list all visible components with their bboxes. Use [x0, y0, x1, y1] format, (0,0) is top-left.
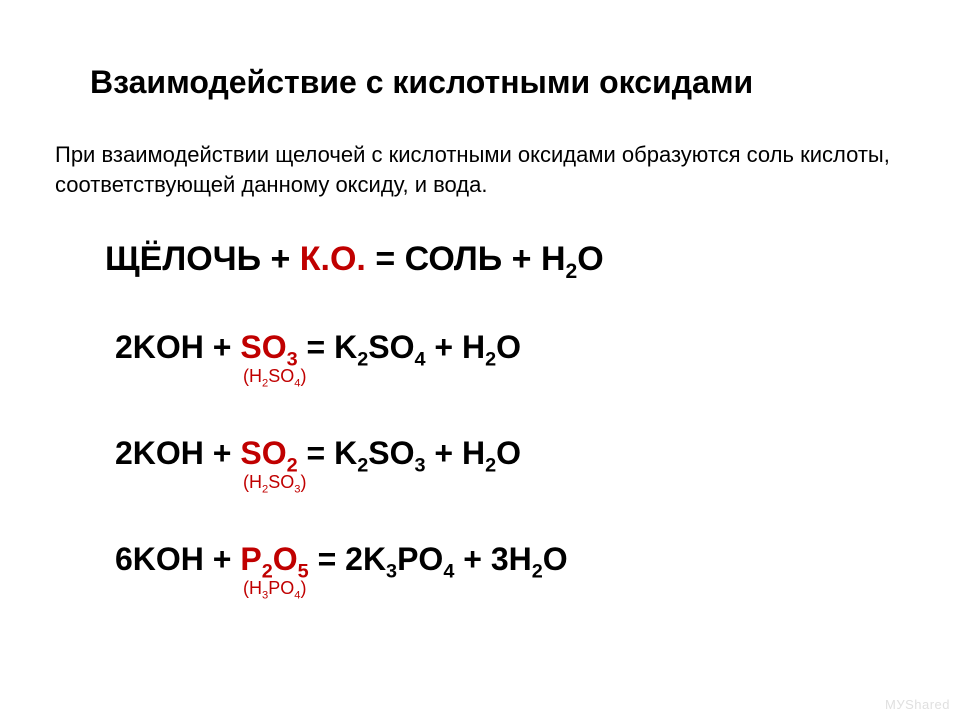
- eq3-eq: =: [309, 541, 345, 577]
- scheme-lhs: ЩЁЛОЧЬ +: [105, 240, 300, 278]
- eq3-coeff: 6: [115, 541, 133, 577]
- eq3-salt-p: K: [363, 541, 386, 577]
- scheme-rhs-suffix: O: [577, 240, 603, 278]
- equation-2: 2KOH + SO2 = K2SO3 + H2O (H2SO3): [115, 436, 521, 493]
- eq1-h-p: (H: [243, 366, 262, 386]
- eq3-water-s: 2: [532, 560, 543, 582]
- equation-1: 2KOH + SO3 = K2SO4 + H2O (H2SO4): [115, 330, 521, 387]
- scheme-rhs-sub: 2: [566, 260, 578, 283]
- eq1-water-e: O: [496, 329, 521, 365]
- eq1-coeff: 2: [115, 329, 133, 365]
- eq1-base: KOH: [133, 329, 204, 365]
- eq2-h-p: (H: [243, 472, 262, 492]
- eq2-salt-s1: 2: [357, 454, 368, 476]
- eq1-salt-s2: 4: [414, 348, 425, 370]
- eq2-salt-s2: 3: [414, 454, 425, 476]
- chemistry-slide: Взаимодействие с кислотными оксидами При…: [0, 0, 960, 720]
- eq2-h-m: SO: [268, 472, 294, 492]
- eq3-ox-prefix: P: [240, 541, 261, 577]
- eq1-salt-p: K: [334, 329, 357, 365]
- eq2-water-e: O: [496, 435, 521, 471]
- eq3-h-p: (H: [243, 578, 262, 598]
- eq3-base: KOH: [133, 541, 204, 577]
- eq2-acid-hint: (H2SO3): [243, 473, 521, 493]
- eq1-salt-m: SO: [368, 329, 414, 365]
- eq3-h-m: PO: [268, 578, 294, 598]
- eq2-water-s: 2: [485, 454, 496, 476]
- eq3-ox-mid: O: [273, 541, 298, 577]
- eq1-ox-prefix: SO: [240, 329, 286, 365]
- eq2-water: + H: [426, 435, 486, 471]
- eq1-h-e: ): [300, 366, 306, 386]
- eq3-h-e: ): [300, 578, 306, 598]
- eq1-water: + H: [426, 329, 486, 365]
- slide-title: Взаимодействие с кислотными оксидами: [90, 64, 753, 101]
- eq2-base: KOH: [133, 435, 204, 471]
- eq2-salt-m: SO: [368, 435, 414, 471]
- eq3-salt-s1: 3: [386, 560, 397, 582]
- eq3-acid-hint: (H3PO4): [243, 579, 568, 599]
- eq1-plus: +: [204, 329, 240, 365]
- eq1-h-m: SO: [268, 366, 294, 386]
- eq1-water-s: 2: [485, 348, 496, 370]
- eq2-h-e: ): [300, 472, 306, 492]
- eq1-salt-s1: 2: [357, 348, 368, 370]
- eq1-acid-hint: (H2SO4): [243, 367, 521, 387]
- scheme-oxide: К.О.: [300, 240, 366, 278]
- eq2-eq: =: [298, 435, 334, 471]
- eq3-plus: +: [204, 541, 240, 577]
- eq3-salt-m: PO: [397, 541, 443, 577]
- slide-subtitle: При взаимодействии щелочей с кислотными …: [55, 140, 905, 199]
- eq1-eq: =: [298, 329, 334, 365]
- watermark: МУ⁠Share⁠d: [885, 697, 950, 712]
- eq3-water-e: O: [543, 541, 568, 577]
- eq2-salt-p: K: [334, 435, 357, 471]
- eq2-ox-prefix: SO: [240, 435, 286, 471]
- eq2-coeff: 2: [115, 435, 133, 471]
- scheme-rhs-prefix: = СОЛЬ + H: [366, 240, 566, 278]
- eq3-salt-c: 2: [345, 541, 363, 577]
- eq2-plus: +: [204, 435, 240, 471]
- eq3-water: + 3H: [454, 541, 531, 577]
- eq3-salt-s2: 4: [443, 560, 454, 582]
- equation-3: 6KOH + P2O5 = 2K3PO4 + 3H2O (H3PO4): [115, 542, 568, 599]
- reaction-scheme: ЩЁЛОЧЬ + К.О. = СОЛЬ + H2O: [105, 240, 604, 279]
